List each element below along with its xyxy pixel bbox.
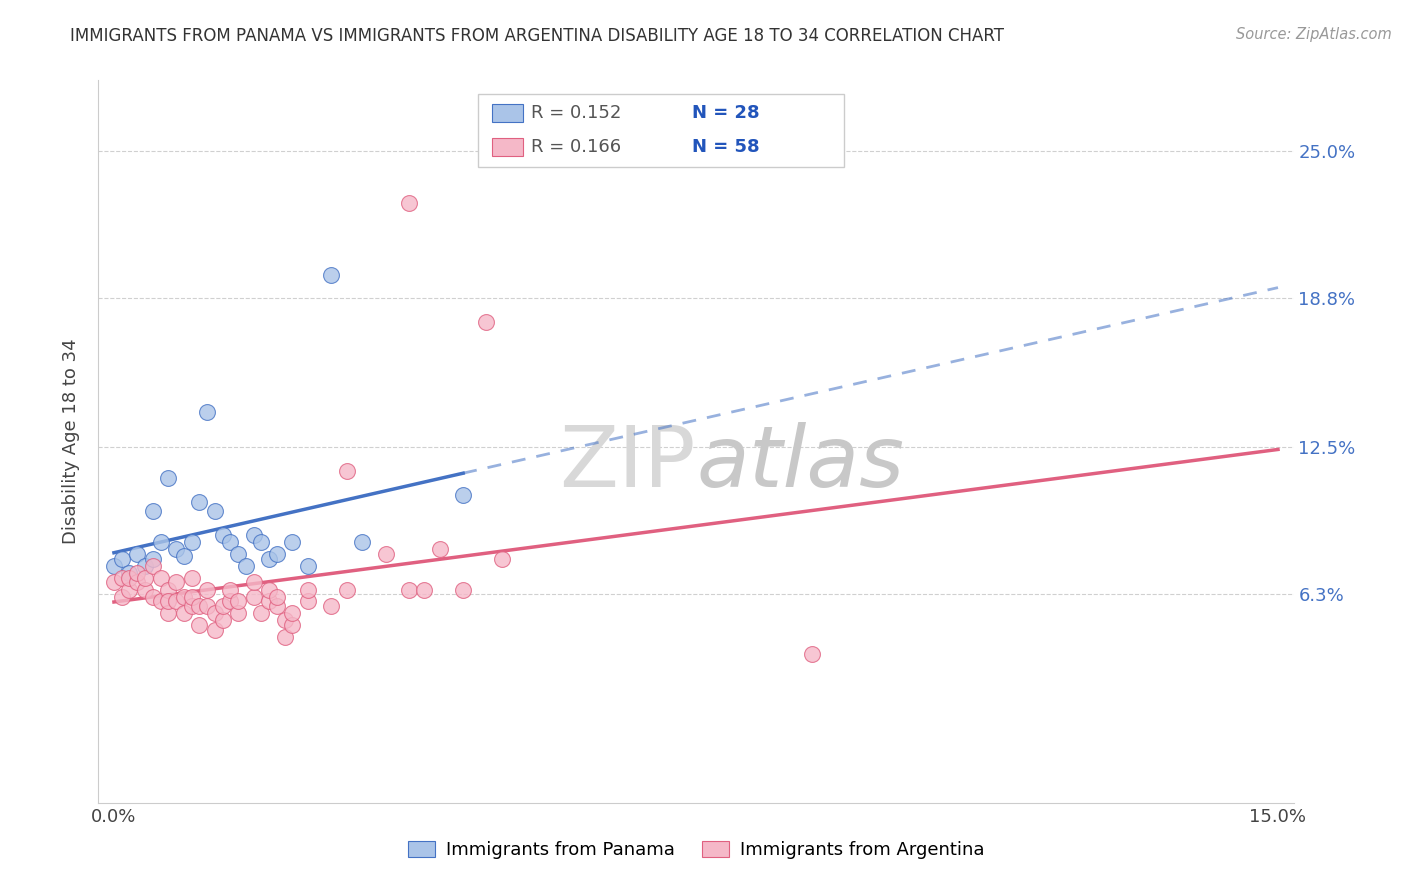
Text: N = 58: N = 58 [692,138,759,156]
Point [149,594,172,608]
Point [266,590,288,604]
Point [235,558,257,573]
Point [398,582,420,597]
Point [211,528,233,542]
Point [257,551,280,566]
Point [281,607,304,621]
Text: N = 28: N = 28 [692,104,759,122]
Point [242,575,264,590]
Point [142,551,165,566]
Point [336,464,359,478]
Point [257,582,280,597]
Point [413,582,436,597]
Point [801,647,824,661]
Point [398,196,420,211]
Text: ZIP: ZIP [560,422,696,505]
Point [281,535,304,549]
Point [195,582,218,597]
Point [188,618,211,632]
Point [266,547,288,561]
Point [142,590,165,604]
Point [188,495,211,509]
Point [180,535,202,549]
Point [118,566,141,580]
Point [336,582,359,597]
Point [111,590,134,604]
Point [188,599,211,614]
Point [219,594,242,608]
Text: Source: ZipAtlas.com: Source: ZipAtlas.com [1236,27,1392,42]
Text: IMMIGRANTS FROM PANAMA VS IMMIGRANTS FROM ARGENTINA DISABILITY AGE 18 TO 34 CORR: IMMIGRANTS FROM PANAMA VS IMMIGRANTS FRO… [70,27,1004,45]
Point [173,549,195,564]
Point [273,614,295,628]
Point [127,547,149,561]
Point [250,607,273,621]
Point [157,594,180,608]
Point [134,582,156,597]
Point [321,268,343,282]
Point [219,582,242,597]
Point [149,571,172,585]
Point [180,571,202,585]
Point [157,607,180,621]
Point [142,558,165,573]
Point [321,599,343,614]
Point [180,599,202,614]
Point [226,547,249,561]
Point [297,582,319,597]
Point [118,571,141,585]
Legend: Immigrants from Panama, Immigrants from Argentina: Immigrants from Panama, Immigrants from … [401,833,991,866]
Point [297,594,319,608]
Point [273,630,295,644]
Point [127,566,149,580]
Point [165,594,187,608]
Point [142,504,165,518]
Point [266,599,288,614]
Point [211,599,233,614]
Point [451,582,474,597]
Point [134,571,156,585]
Point [149,535,172,549]
Point [429,542,451,557]
Point [211,614,233,628]
Point [374,547,396,561]
Point [226,594,249,608]
Point [165,575,187,590]
Point [242,528,264,542]
Point [195,599,218,614]
Point [204,623,226,637]
Point [451,488,474,502]
Point [491,551,513,566]
Point [103,575,125,590]
Point [204,607,226,621]
Point [242,590,264,604]
Text: R = 0.166: R = 0.166 [531,138,621,156]
Point [250,535,273,549]
Text: atlas: atlas [696,422,904,505]
Y-axis label: Disability Age 18 to 34: Disability Age 18 to 34 [62,339,80,544]
Point [257,594,280,608]
Point [134,558,156,573]
Point [118,582,141,597]
Point [195,405,218,419]
Point [297,558,319,573]
Point [219,535,242,549]
Point [173,607,195,621]
Point [111,551,134,566]
Point [226,607,249,621]
Point [165,542,187,557]
Point [180,590,202,604]
Point [111,571,134,585]
Text: R = 0.152: R = 0.152 [531,104,621,122]
Point [157,582,180,597]
Point [281,618,304,632]
Point [173,590,195,604]
Point [352,535,374,549]
Point [475,315,498,329]
Point [127,575,149,590]
Point [157,471,180,485]
Point [204,504,226,518]
Point [103,558,125,573]
